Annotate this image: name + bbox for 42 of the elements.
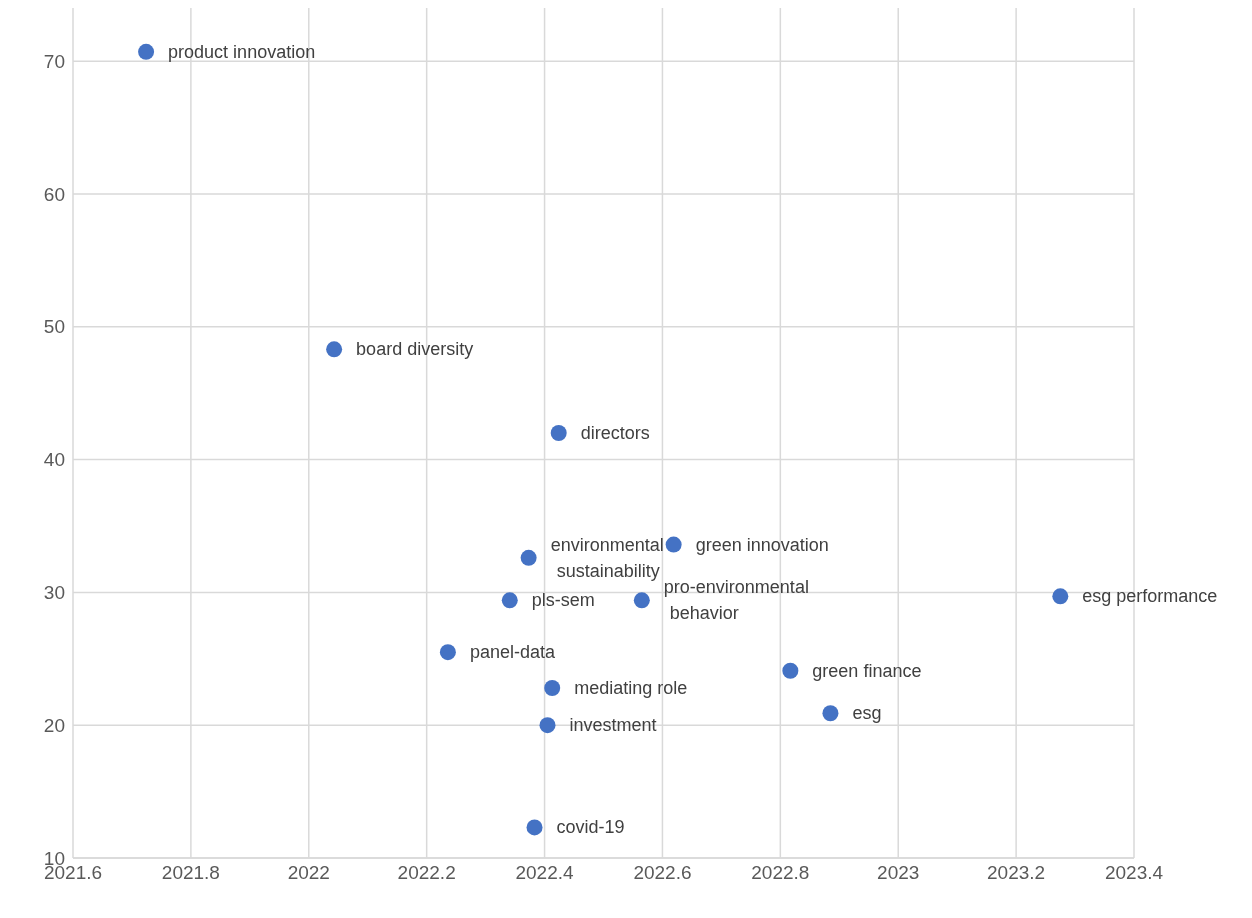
- data-label: green finance: [812, 660, 922, 681]
- x-tick-label: 2022.8: [751, 862, 810, 884]
- data-label: panel-data: [469, 642, 556, 663]
- x-tick-label: 2023.4: [1104, 862, 1164, 884]
- x-tick-label: 2021.8: [161, 862, 220, 884]
- x-tick-label: 2022.2: [397, 862, 456, 884]
- x-tick-label: 2022.6: [633, 862, 692, 884]
- point: [1052, 588, 1069, 605]
- data-label: mediating role: [574, 678, 688, 698]
- point: [782, 662, 799, 679]
- data-label: esg: [852, 703, 882, 724]
- point: [822, 705, 839, 722]
- point: [665, 536, 682, 553]
- data-label: pro-environmental behavior: [663, 577, 809, 624]
- point: [439, 644, 456, 661]
- x-tick-label: 2023.2: [987, 862, 1046, 884]
- y-tick-label: 30: [43, 582, 65, 604]
- y-tick-label: 40: [43, 449, 65, 471]
- y-tick-label: 50: [43, 316, 65, 338]
- y-tick-label: 60: [43, 183, 65, 205]
- data-label: directors: [580, 423, 650, 443]
- y-tick-label: 70: [43, 50, 65, 72]
- data-label: investment: [569, 715, 657, 736]
- point: [544, 680, 561, 696]
- data-label: pls-sem: [531, 590, 595, 611]
- point: [550, 425, 567, 441]
- x-tick-label: 2022.4: [515, 862, 575, 884]
- data-label: covid-19: [556, 817, 625, 838]
- x-tick-label: 2022: [287, 862, 330, 884]
- x-tick-label: 2023: [877, 862, 920, 884]
- data-label: board diversity: [356, 339, 474, 360]
- point: [633, 592, 650, 609]
- point: [138, 43, 155, 60]
- data-label: product innovation: [168, 41, 316, 62]
- point: [501, 592, 518, 609]
- point: [326, 341, 343, 358]
- data-label: green innovation: [695, 534, 829, 555]
- point: [539, 717, 556, 734]
- point: [520, 549, 537, 566]
- data-label: esg performance: [1082, 586, 1218, 607]
- point: [526, 819, 543, 836]
- y-tick-label: 20: [43, 714, 65, 736]
